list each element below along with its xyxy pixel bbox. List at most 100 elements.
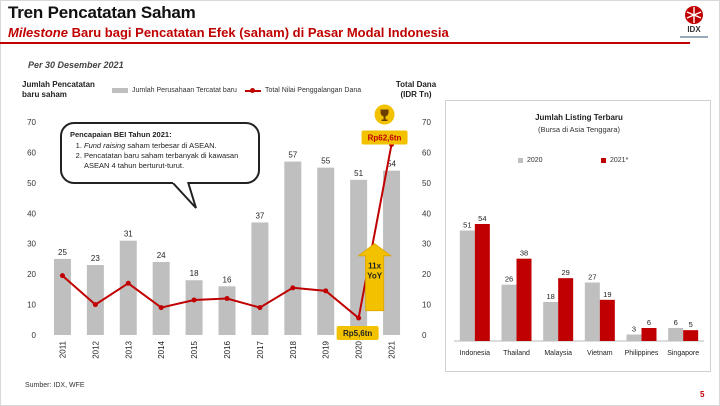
side-label-2021-malaysia: 29 [561,268,569,277]
line-point-2019 [323,288,329,294]
bar-label-2018: 57 [288,151,297,160]
line-point-2013 [125,280,131,286]
legend-bar-swatch [112,88,128,93]
subtitle-text: Baru bagi Pencatatan Efek (saham) di Pas… [67,25,449,40]
title-underline [0,42,690,44]
left-axis-tick: 30 [27,240,36,249]
side-x-tick-philippines: Philippines [625,350,659,357]
x-tick-2013: 2013 [124,340,133,358]
callout-pointer [171,182,197,209]
x-tick-2015: 2015 [190,340,199,358]
x-tick-2018: 2018 [289,340,298,358]
achievement-callout: Pencapaian BEI Tahun 2021: Fund raising … [60,122,260,184]
line-point-2014 [158,305,164,311]
x-tick-2021: 2021 [388,340,397,358]
right-axis-label-line2: (IDR Tn) [400,90,432,99]
side-label-2021-vietnam: 19 [603,290,611,299]
bar-label-2015: 18 [190,269,199,278]
side-bar-2021-indonesia [474,224,490,341]
asean-chart-subtitle: (Bursa di Asia Tenggara) [538,125,620,134]
side-bar-2020-singapore [668,328,684,341]
bar-2019 [317,167,335,335]
x-tick-2017: 2017 [256,340,265,358]
side-label-2021-indonesia: 54 [478,214,486,223]
legend-2020-swatch [518,158,523,163]
trophy-glyph [380,109,389,122]
legend-line: Total Nilai Penggalangan Dana [245,87,361,94]
bar-2016 [218,286,236,335]
left-axis-tick: 60 [27,148,36,157]
low-value-box [336,325,379,340]
side-label-2020-indonesia: 51 [463,221,471,230]
idx-logo-icon [680,6,708,38]
x-tick-2020: 2020 [355,340,364,358]
right-axis-label: Total Dana (IDR Tn) [388,80,444,100]
bar-2017 [251,222,269,335]
bar-2012 [86,265,104,335]
line-point-2012 [92,302,98,308]
line-point-2011 [59,273,65,279]
left-axis-tick: 0 [32,331,37,340]
bar-label-2017: 37 [255,211,264,220]
side-label-2021-philippines: 6 [647,318,651,327]
asean-bar-chart: 51 54 Indonesia 26 38 Thailand 18 29 Malaysia 27 1… [454,214,704,357]
side-bar-2021-singapore [683,330,699,341]
low-value-label: Rp5,6tn [343,329,372,338]
line-point-2017 [257,305,263,311]
legend-line-label: Total Nilai Penggalangan Dana [265,87,362,94]
left-axis-tick: 70 [27,118,36,127]
asean-legend-2021: 2021* [601,157,628,164]
page-number: 5 [700,390,705,399]
legend-2020-label: 2020 [527,157,543,164]
bar-2020 [350,179,368,335]
left-axis-label: Jumlah Pencatatan baru saham [22,80,95,100]
right-axis-tick: 50 [422,179,431,188]
left-axis-label-line2: baru saham [22,90,67,99]
x-tick-2014: 2014 [157,340,166,358]
callout-item-1: Fund raising saham terbesar di ASEAN. [84,141,250,151]
right-axis-tick: 30 [422,240,431,249]
side-x-tick-vietnam: Vietnam [587,350,613,357]
legend-bar: Jumlah Perusahaan Tercatat baru [112,87,237,94]
source-note: Sumber: IDX, WFE [25,382,85,389]
right-axis-label-line1: Total Dana [395,80,437,89]
logo-text: IDX [687,25,701,34]
side-bar-2021-vietnam [599,299,615,341]
side-bar-2020-malaysia [543,302,559,341]
bar-label-2019: 55 [321,157,330,166]
bar-2018 [284,161,302,335]
bar-label-2012: 23 [91,254,100,263]
right-axis-tick: 0 [422,331,427,340]
bar-2021 [383,170,401,335]
right-axis-tick: 60 [422,148,431,157]
x-tick-2016: 2016 [223,340,232,358]
side-x-tick-thailand: Thailand [503,350,530,357]
side-label-2021-singapore: 5 [689,320,693,329]
side-label-2020-malaysia: 18 [546,292,554,301]
idx-logo: IDX [672,4,716,44]
bar-2015 [185,280,203,335]
line-point-2016 [224,295,230,301]
line-point-2020 [356,315,362,321]
legend-2021-swatch [601,158,606,163]
bar-label-2014: 24 [157,251,166,260]
bar-label-2020: 51 [354,169,363,178]
callout-item-2: Pencatatan baru saham terbanyak di kawas… [84,151,250,171]
x-tick-2011: 2011 [58,340,67,358]
x-tick-2019: 2019 [322,340,331,358]
side-label-2020-philippines: 3 [632,325,636,334]
asean-legend-2020: 2020 [518,157,543,164]
line-point-2018 [290,285,296,291]
callout-item-1-text: saham terbesar di ASEAN. [125,141,217,150]
asean-chart-title: Jumlah Listing Terbaru [535,113,623,122]
top-value-box [361,130,408,145]
right-axis-tick: 40 [422,209,431,218]
side-label-2020-singapore: 6 [674,318,678,327]
growth-label-1: 11x [368,262,381,271]
side-label-2020-vietnam: 27 [588,273,596,282]
callout-item-1-em: Fund raising [84,141,126,150]
bar-label-2013: 31 [124,230,133,239]
bar-label-2021: 54 [387,160,396,169]
top-value-label: Rp62,6tn [368,134,402,143]
